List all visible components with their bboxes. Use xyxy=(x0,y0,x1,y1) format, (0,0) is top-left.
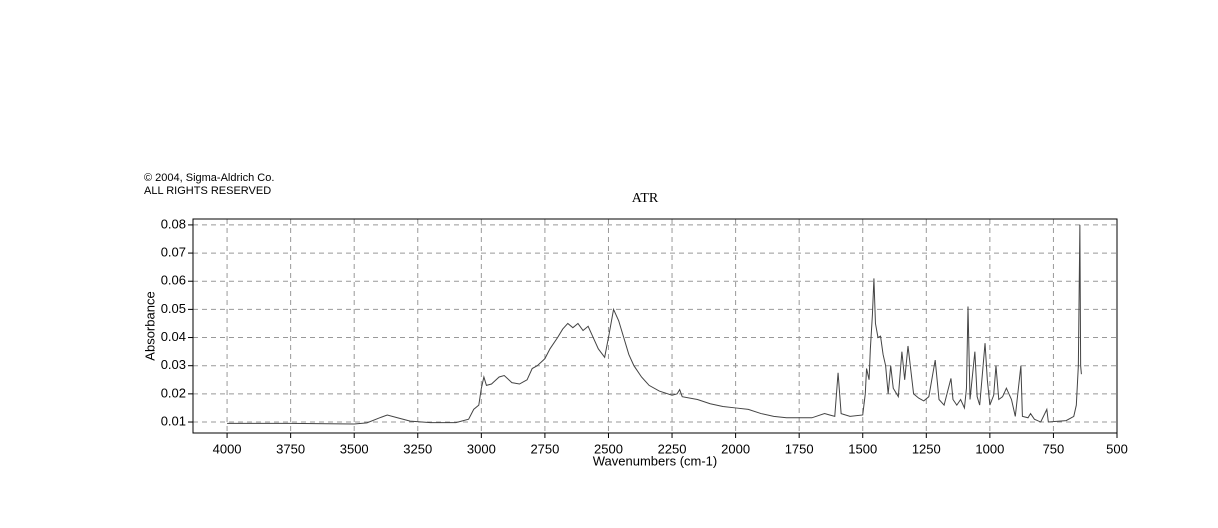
x-tick-label: 750 xyxy=(1043,441,1065,456)
y-tick-label: 0.06 xyxy=(161,273,186,288)
y-tick-label: 0.01 xyxy=(161,413,186,428)
plot-frame xyxy=(192,218,1118,434)
y-tick-label: 0.02 xyxy=(161,385,186,400)
x-tick-label: 1500 xyxy=(848,441,877,456)
copyright: ALL RIGHTS RESERVED xyxy=(144,185,271,197)
x-tick-label: 2000 xyxy=(721,441,750,456)
y-tick-label: 0.04 xyxy=(161,329,186,344)
x-tick-label: 1000 xyxy=(975,441,1004,456)
x-axis-label: Wavenumbers (cm-1) xyxy=(593,453,717,468)
x-tick-label: 2750 xyxy=(530,441,559,456)
y-tick-label: 0.03 xyxy=(161,357,186,372)
chart-title: ATR xyxy=(632,191,659,206)
y-tick-label: 0.05 xyxy=(161,301,186,316)
spectrum-line xyxy=(227,224,1082,425)
x-tick-label: 4000 xyxy=(213,441,242,456)
x-tick-label: 3250 xyxy=(403,441,432,456)
x-tick-label: 2250 xyxy=(658,441,687,456)
x-tick-label: 3750 xyxy=(276,441,305,456)
x-tick-label: 1250 xyxy=(912,441,941,456)
copyright: © 2004, Sigma-Aldrich Co. xyxy=(144,172,274,184)
y-axis-label: Absorbance xyxy=(142,291,157,360)
y-tick-label: 0.08 xyxy=(161,216,186,231)
x-tick-label: 3500 xyxy=(340,441,369,456)
x-tick-label: 1750 xyxy=(785,441,814,456)
x-tick-label: 3000 xyxy=(467,441,496,456)
y-tick-label: 0.07 xyxy=(161,245,186,260)
x-tick-label: 2500 xyxy=(594,441,623,456)
x-tick-label: 500 xyxy=(1106,441,1128,456)
